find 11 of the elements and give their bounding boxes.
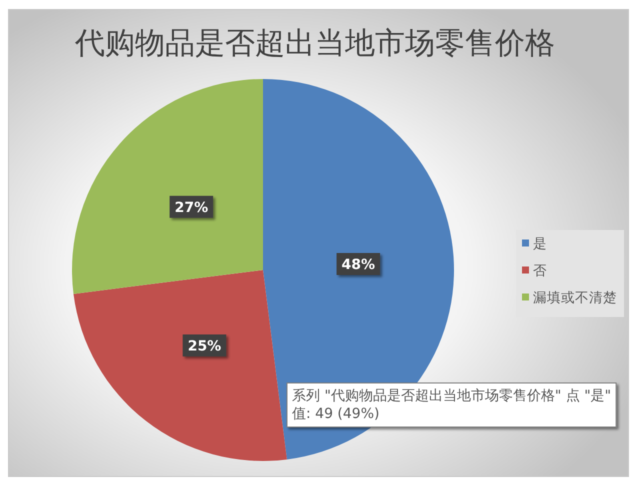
legend-label: 漏填或不清楚: [533, 290, 617, 306]
text: 值: 49 (49%): [292, 406, 380, 422]
data-label: 48%: [342, 257, 376, 274]
pie-slice: [74, 270, 287, 461]
data-label: 27%: [174, 200, 208, 216]
legend-label: 否: [533, 263, 547, 279]
legend-label: 是: [533, 236, 547, 252]
pie-slice: [72, 79, 263, 294]
chart-title: 代购物品是否超出当地市场零售价格: [74, 26, 555, 61]
text: 系列 "代购物品是否超出当地市场零售价格" 点 "是": [292, 388, 612, 404]
data-label: 25%: [188, 338, 222, 354]
